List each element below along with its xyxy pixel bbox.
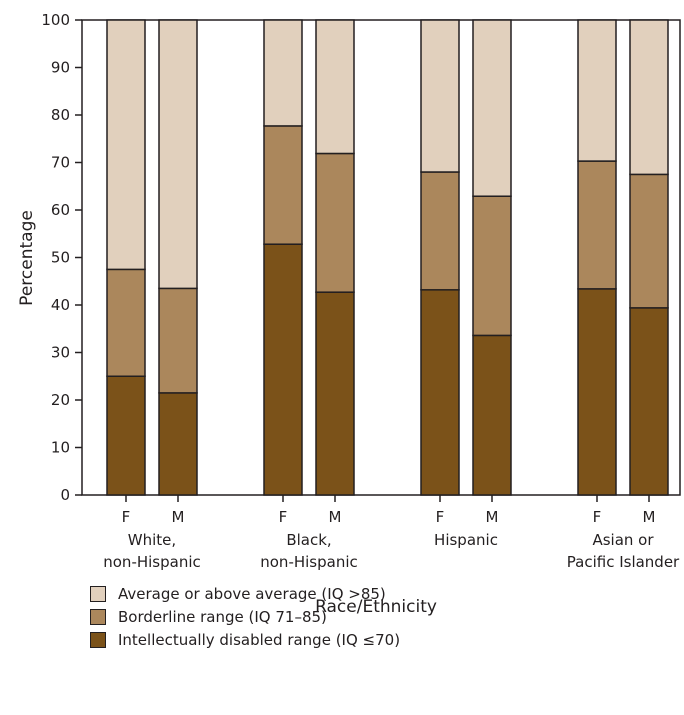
sex-label: M xyxy=(643,508,656,526)
y-tick-label: 40 xyxy=(51,296,70,314)
legend-item: Intellectually disabled range (IQ ≤70) xyxy=(90,628,400,651)
y-tick-label: 60 xyxy=(51,201,70,219)
sex-label: M xyxy=(329,508,342,526)
bar-segment xyxy=(263,243,303,496)
legend-label: Average or above average (IQ >85) xyxy=(118,584,386,603)
bar-segment xyxy=(263,125,303,245)
bar-segment xyxy=(577,160,617,290)
bar-segment xyxy=(106,268,146,377)
bar-segment xyxy=(315,152,355,293)
legend-item: Borderline range (IQ 71–85) xyxy=(90,605,400,628)
sex-label: M xyxy=(172,508,185,526)
bar-segment xyxy=(472,195,512,337)
bar-segment xyxy=(158,19,198,290)
sex-label: F xyxy=(122,508,131,526)
legend-swatch xyxy=(90,585,106,602)
bar-segment xyxy=(577,288,617,496)
bar-segment xyxy=(629,19,669,176)
y-tick-label: 80 xyxy=(51,106,70,124)
bar-segment xyxy=(263,19,303,127)
plot-area: 0 10 20 30 40 50 60 70 80 90 100 F M White, non-Hispan… xyxy=(41,11,681,571)
group-label: White, xyxy=(128,531,176,549)
bar-segment xyxy=(420,171,460,291)
bar-segment xyxy=(472,334,512,496)
bar-segment xyxy=(315,19,355,155)
stacked-bar-chart: Percentage Race/Ethnicity 0 10 20 30 40 50 60 7… xyxy=(17,11,681,617)
group-label: Asian or xyxy=(592,531,654,549)
group-label: non-Hispanic xyxy=(103,553,201,571)
y-tick-label: 10 xyxy=(51,439,70,457)
bar-segment xyxy=(577,19,617,162)
bar-segment xyxy=(106,375,146,496)
group-label: Black, xyxy=(286,531,331,549)
bar-segment xyxy=(420,289,460,496)
y-tick-label: 50 xyxy=(51,249,70,267)
bar-segment xyxy=(158,287,198,394)
bar-segment xyxy=(420,19,460,173)
legend: Average or above average (IQ >85) Borderl… xyxy=(90,582,400,651)
legend-swatch xyxy=(90,608,106,625)
x-axis-title: Race/Ethnicity xyxy=(315,597,437,617)
legend-swatch xyxy=(90,631,106,648)
bar-segment xyxy=(158,392,198,496)
legend-item: Average or above average (IQ >85) xyxy=(90,582,400,605)
sex-label: F xyxy=(436,508,445,526)
y-tick-label: 30 xyxy=(51,344,70,362)
legend-label: Intellectually disabled range (IQ ≤70) xyxy=(118,630,401,649)
sex-label: F xyxy=(593,508,602,526)
bar-segment xyxy=(106,19,146,271)
y-tick-label: 0 xyxy=(60,486,70,504)
y-tick-label: 20 xyxy=(51,391,70,409)
bar-segment xyxy=(315,291,355,496)
y-tick-label: 90 xyxy=(51,59,70,77)
group-label: Hispanic xyxy=(434,531,498,549)
bar-segment xyxy=(629,307,669,496)
y-tick-label: 70 xyxy=(51,154,70,172)
bar-segment xyxy=(629,173,669,309)
bar-segment xyxy=(472,19,512,197)
sex-label: M xyxy=(486,508,499,526)
group-label: Pacific Islander xyxy=(567,553,680,571)
y-axis-title: Percentage xyxy=(17,210,37,306)
sex-label: F xyxy=(279,508,288,526)
legend-label: Borderline range (IQ 71–85) xyxy=(118,607,327,626)
y-tick-label: 100 xyxy=(41,11,70,29)
group-label: non-Hispanic xyxy=(260,553,358,571)
